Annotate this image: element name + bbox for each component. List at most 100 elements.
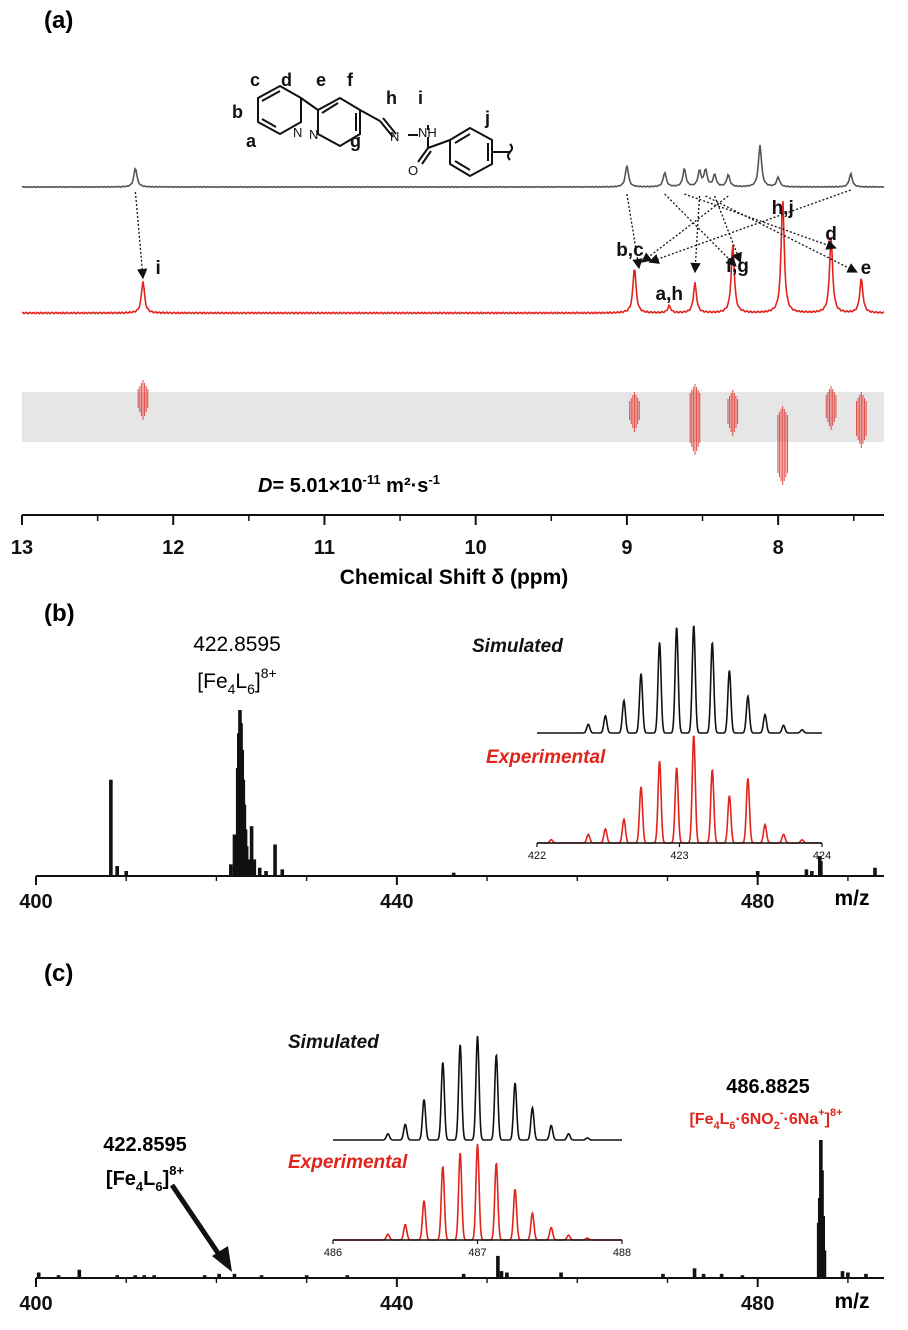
ms-peak [661,1273,665,1278]
formula-charge: 8+ [830,1107,843,1119]
inset-c-simulated-label: Simulated [288,1032,379,1053]
struct-label-a: a [246,131,257,151]
struct-label-d: d [281,70,292,90]
x-tick-label: 440 [380,1293,413,1315]
nmr-x-ticks: 13 12 11 10 9 8 [11,515,855,559]
ms-peak [264,871,268,876]
ms-peak [124,871,129,876]
struct-atom-n1: N [293,125,302,140]
nmr-spectra [21,144,885,315]
diffusion-coefficient: D= 5.01×10-11 m²·s-1 [258,472,440,497]
formula-charge: 8+ [261,665,277,681]
ms-peak [273,844,277,876]
ms-c-peak-2-formula: [Fe4L6·6NO2-·6Na+]8+ [689,1107,842,1132]
assignment-arrows [134,189,858,280]
formula-sub: 4 [136,1179,144,1194]
ms-peak [280,869,285,876]
inset-tick-label: 422 [528,850,546,862]
formula-part: [Fe [197,670,227,693]
ms-peak [229,864,233,876]
ms-peak [559,1272,563,1278]
ms-peak [77,1269,82,1278]
ms-peak [499,1271,504,1278]
ms-c-inset: 486 487 488 [324,1035,631,1259]
assignment-arrow [690,195,701,274]
struct-atom-n2: N [309,127,318,142]
struct-label-e: e [316,70,326,90]
ms-peak [152,1275,156,1278]
d-exponent: -11 [363,472,381,487]
inset-b-experimental-label: Experimental [486,747,606,768]
ms-peak [692,1268,697,1278]
ms-peak [810,871,814,876]
d-symbol: D [258,475,272,497]
x-tick-label: 400 [19,891,52,913]
simulated-pattern [333,1035,622,1141]
formula-part: L [720,1111,730,1128]
ms-peak [304,1275,309,1278]
ms-peak [202,1275,207,1278]
assignment-arrow [648,189,851,264]
ms-peak [257,867,262,876]
ms-peak [252,859,257,876]
ms-peak [56,1275,61,1278]
struct-label-f: f [347,70,354,90]
ms-peak [864,1273,868,1278]
inset-tick-label: 487 [468,1247,486,1259]
formula-sub: 2 [774,1120,780,1132]
inset-c-experimental-label: Experimental [288,1152,408,1173]
ms-b-peak-mz: 422.8595 [193,633,281,656]
peak-label: e [861,258,872,279]
ms-peak [249,826,254,876]
struct-label-c: c [250,70,260,90]
formula-charge: 8+ [169,1163,184,1178]
ms-peak [217,1273,221,1278]
ms-peak [873,867,877,876]
formula-sub: 4 [228,681,236,697]
panel-b: (b) 422.8595 [Fe4L6]8+ 422 423 424 Simulat… [19,600,884,913]
formula-part: ·6Na [784,1111,819,1128]
struct-label-b: b [232,102,243,122]
peak-label: d [825,224,837,245]
x-tick-label: 11 [314,537,335,559]
peak-annotations: i b,c a,h f,g h,j d e [155,198,871,305]
dosy-band [22,392,884,442]
struct-label-j: j [484,108,490,128]
x-tick-label: 12 [162,537,184,559]
x-tick-label: 480 [741,891,774,913]
ms-peak [247,859,251,876]
struct-atom-n3: N [390,129,399,144]
dosy-signals [137,380,867,485]
formula-sub: 4 [713,1120,720,1132]
ms-peak [822,1250,827,1278]
x-tick-label: 480 [741,1293,774,1315]
peak-label: f,g [726,256,749,277]
formula-part: ] [163,1168,170,1190]
peak-label: h,j [772,198,794,219]
free-ligand-trace [21,144,885,189]
formula-part: [Fe [689,1111,713,1128]
ms-peak [259,1275,264,1278]
x-tick-label: 8 [773,537,784,559]
formula-part: ] [255,670,261,693]
ms-b-spectrum [109,710,877,876]
x-tick-label: 9 [621,537,632,559]
x-tick-label: 10 [465,537,487,559]
inset-tick-label: 424 [813,850,831,862]
ms-peak [505,1272,509,1278]
ms-c-peak-2-mz: 486.8825 [726,1076,809,1098]
ms-peak [244,846,249,876]
ms-c-peak-1-arrow [169,1183,232,1272]
ms-peak [115,1275,119,1278]
ms-peak [232,834,237,876]
ms-peak [496,1255,500,1278]
inset-tick-label: 423 [670,850,688,862]
simulated-pattern [537,625,822,734]
formula-part: L [235,670,247,693]
ms-peak [804,869,809,876]
d-unit: m²·s [381,475,429,497]
ms-c-peak-1-mz: 422.8595 [103,1134,186,1156]
x-tick-label: 440 [380,891,413,913]
ms-c-x-ticks: 400 440 480 [19,1278,849,1315]
